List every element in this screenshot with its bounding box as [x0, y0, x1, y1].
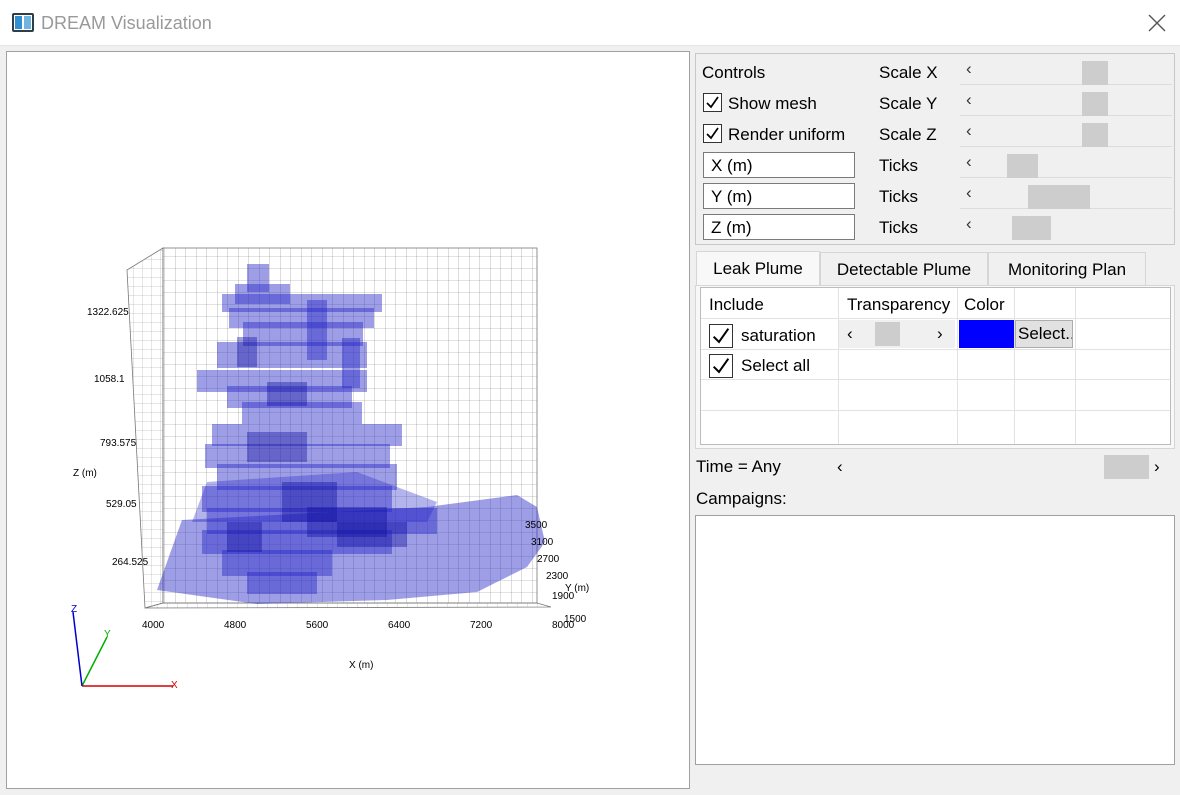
floor-mesh — [144, 602, 552, 609]
tab-monitoring-plan[interactable]: Monitoring Plan — [988, 252, 1146, 285]
x-tick: 8000 — [552, 620, 575, 631]
svg-text:Z: Z — [71, 604, 77, 615]
z-label-field[interactable]: Z (m) — [703, 214, 855, 240]
plume-color-swatch — [959, 320, 1014, 348]
campaigns-list[interactable] — [695, 515, 1175, 765]
x-ticks-slider[interactable]: ‹ — [960, 149, 1172, 178]
include-header: Include — [709, 295, 764, 314]
scale-x-label: Scale X — [879, 63, 938, 82]
y-label-field[interactable]: Y (m) — [703, 183, 855, 209]
z-axis-label: Z (m) — [73, 468, 97, 479]
close-icon — [1148, 14, 1166, 32]
slider-thumb[interactable] — [875, 322, 900, 346]
z-tick: 793.575 — [100, 438, 137, 449]
saturation-checkbox[interactable] — [709, 324, 733, 348]
checkmark-icon — [706, 96, 719, 109]
svg-text:Y: Y — [104, 629, 111, 640]
z-ticks-slider[interactable]: ‹ — [960, 211, 1172, 240]
x-tick: 4000 — [142, 620, 165, 631]
y-tick: 3500 — [525, 520, 548, 531]
render-uniform-checkbox[interactable] — [703, 124, 722, 143]
x-tick: 6400 — [388, 620, 411, 631]
back-wall-mesh — [162, 247, 538, 604]
z-tick: 264.525 — [112, 557, 149, 568]
y-ticks-label: Ticks — [879, 187, 919, 206]
time-label: Time = Any — [696, 457, 781, 476]
close-button[interactable] — [1134, 0, 1180, 46]
scale-y-slider[interactable]: ‹ — [960, 87, 1172, 116]
scale-x-slider[interactable]: ‹ — [960, 56, 1172, 85]
color-header: Color — [964, 295, 1005, 314]
controls-panel: Controls Show mesh Render uniform X (m) … — [695, 53, 1175, 245]
select-all-checkbox[interactable] — [709, 354, 733, 378]
controls-header: Controls — [702, 63, 766, 82]
svg-text:X: X — [171, 680, 178, 691]
title-bar: DREAM Visualization — [0, 0, 1180, 46]
transparency-slider[interactable]: ‹ › — [839, 320, 955, 348]
window-title: DREAM Visualization — [41, 13, 212, 33]
arrow-right-icon[interactable]: › — [937, 324, 943, 343]
arrow-left-icon[interactable]: ‹ — [966, 90, 972, 109]
left-wall-mesh — [126, 247, 164, 609]
tab-detectable-plume[interactable]: Detectable Plume — [820, 252, 988, 285]
slider-thumb[interactable] — [1082, 61, 1108, 85]
app-icon — [12, 13, 34, 32]
x-ticks-label: Ticks — [879, 156, 919, 175]
plume-volume — [157, 264, 545, 604]
arrow-left-icon[interactable]: ‹ — [847, 324, 853, 343]
z-tick: 1058.1 — [94, 374, 125, 385]
slider-thumb[interactable] — [1104, 455, 1149, 479]
scale-z-slider[interactable]: ‹ — [960, 118, 1172, 147]
x-tick: 7200 — [470, 620, 493, 631]
select-color-button[interactable]: Select... — [1015, 320, 1073, 348]
arrow-left-icon[interactable]: ‹ — [966, 152, 972, 171]
y-tick: 2700 — [537, 554, 560, 565]
arrow-left-icon[interactable]: ‹ — [966, 121, 972, 140]
scale-y-label: Scale Y — [879, 94, 938, 113]
show-mesh-checkbox[interactable] — [703, 93, 722, 112]
time-slider[interactable]: ‹ › — [832, 455, 1172, 481]
arrow-left-icon[interactable]: ‹ — [837, 457, 843, 476]
y-tick: 1500 — [564, 614, 587, 625]
arrow-right-icon[interactable]: › — [1154, 457, 1160, 476]
tab-bar: Leak Plume Detectable Plume Monitoring P… — [695, 251, 1175, 286]
plume-table: Include Transparency Color saturation ‹ … — [700, 287, 1171, 445]
x-tick: 5600 — [306, 620, 329, 631]
tab-leak-plume[interactable]: Leak Plume — [696, 251, 820, 285]
orientation-axes: X Y Z — [71, 604, 178, 691]
arrow-left-icon[interactable]: ‹ — [966, 59, 972, 78]
y-tick: 2300 — [546, 571, 569, 582]
scale-z-label: Scale Z — [879, 125, 937, 144]
x-label-field[interactable]: X (m) — [703, 152, 855, 178]
x-tick: 4800 — [224, 620, 247, 631]
slider-thumb[interactable] — [1012, 216, 1051, 240]
checkmark-icon — [712, 328, 730, 344]
render-uniform-label: Render uniform — [728, 125, 846, 144]
y-axis-label: Y (m) — [565, 583, 589, 594]
z-tick: 1322.625 — [87, 307, 129, 318]
checkmark-icon — [706, 127, 719, 140]
show-mesh-label: Show mesh — [728, 94, 817, 113]
arrow-left-icon[interactable]: ‹ — [966, 214, 972, 233]
slider-thumb[interactable] — [1082, 92, 1108, 116]
slider-thumb[interactable] — [1007, 154, 1038, 178]
z-ticks-label: Ticks — [879, 218, 919, 237]
slider-thumb[interactable] — [1028, 185, 1090, 209]
z-tick: 529.05 — [106, 499, 137, 510]
3d-viewport[interactable]: 1322.625 1058.1 793.575 Z (m) 529.05 264… — [6, 51, 690, 789]
x-axis-label: X (m) — [349, 660, 373, 671]
campaigns-label: Campaigns: — [696, 489, 787, 508]
select-all-label: Select all — [741, 356, 810, 375]
y-tick: 3100 — [531, 537, 554, 548]
y-tick: 1900 — [552, 591, 575, 602]
leak-plume-panel: Include Transparency Color saturation ‹ … — [695, 285, 1175, 449]
y-ticks-slider[interactable]: ‹ — [960, 180, 1172, 209]
saturation-label: saturation — [741, 326, 816, 345]
slider-thumb[interactable] — [1082, 123, 1108, 147]
arrow-left-icon[interactable]: ‹ — [966, 183, 972, 202]
checkmark-icon — [712, 358, 730, 374]
transparency-header: Transparency — [847, 295, 951, 314]
